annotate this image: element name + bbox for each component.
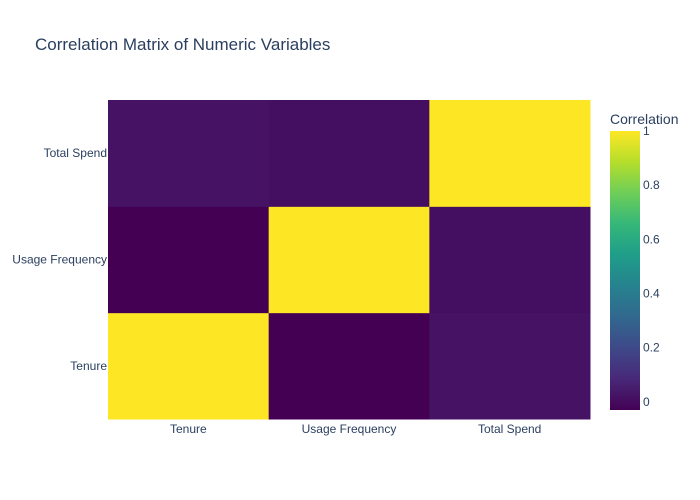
colorbar-tick-label: 0 (643, 395, 650, 409)
y-tick-label: Tenure (70, 359, 107, 373)
colorbar-tick-label: 1 (643, 124, 650, 138)
heatmap-cell (268, 206, 430, 314)
heatmap-cell (268, 312, 430, 420)
colorbar-title: Correlation (610, 111, 678, 127)
heatmap-cell (429, 312, 591, 420)
heatmap-cell (268, 100, 430, 207)
chart-title: Correlation Matrix of Numeric Variables (35, 35, 330, 54)
x-tick-label: Usage Frequency (302, 422, 397, 436)
heatmap-cell (108, 206, 270, 314)
heatmap-cells (108, 100, 591, 420)
y-tick-label: Usage Frequency (12, 253, 107, 267)
heatmap-cell (429, 100, 591, 207)
colorbar-ticks: 0 0.2 0.4 0.6 0.8 1 (643, 124, 660, 409)
colorbar-tick-label: 0.8 (643, 178, 660, 192)
colorbar-gradient (610, 131, 640, 410)
colorbar: Correlation 0 0.2 0.4 0.6 0.8 1 (610, 111, 678, 410)
colorbar-tick-label: 0.4 (643, 287, 660, 301)
colorbar-tick-label: 0.2 (643, 341, 660, 355)
heatmap-cell (108, 100, 270, 207)
x-tick-label: Total Spend (478, 422, 541, 436)
x-axis-ticks: Tenure Usage Frequency Total Spend (170, 422, 541, 436)
y-tick-label: Total Spend (44, 146, 107, 160)
heatmap-cell (429, 206, 591, 314)
colorbar-tick-label: 0.6 (643, 232, 660, 246)
y-axis-ticks: Tenure Usage Frequency Total Spend (12, 146, 107, 373)
heatmap-cell (108, 312, 270, 420)
x-tick-label: Tenure (170, 422, 207, 436)
